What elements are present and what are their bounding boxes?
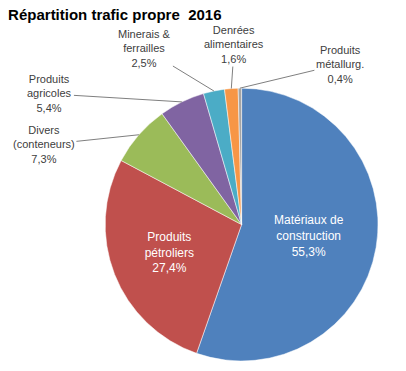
- svg-text:Matériaux deconstruction55,3%: Matériaux deconstruction55,3%: [274, 213, 344, 258]
- svg-text:Denréesalimentaires1,6%: Denréesalimentaires1,6%: [204, 24, 264, 65]
- svg-text:Produitspétroliers27,4%: Produitspétroliers27,4%: [145, 230, 194, 275]
- svg-text:Répartition trafic propre 201: Répartition trafic propre 2016: [8, 6, 221, 23]
- svg-text:Produitsagricoles5,4%: Produitsagricoles5,4%: [27, 73, 72, 114]
- svg-text:Minerais &ferrailles2,5%: Minerais &ferrailles2,5%: [118, 28, 171, 69]
- svg-text:Divers(conteneurs)7,3%: Divers(conteneurs)7,3%: [13, 124, 75, 165]
- svg-text:Produitsmétallurg.0,4%: Produitsmétallurg.0,4%: [316, 44, 364, 85]
